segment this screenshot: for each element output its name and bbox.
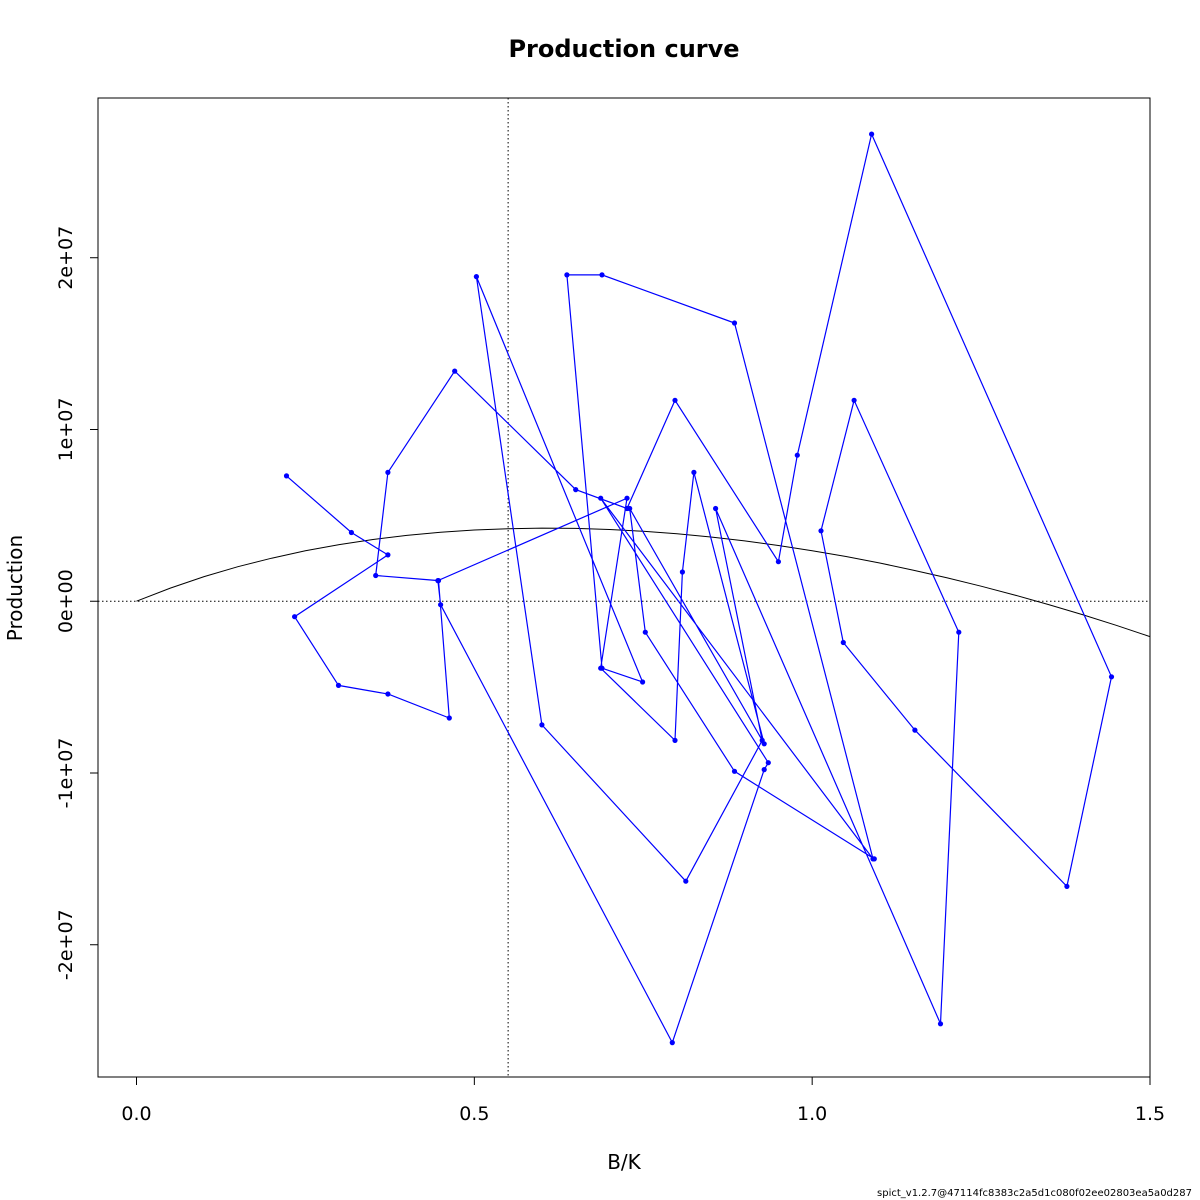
x-tick-label: 0.0 [121,1103,151,1125]
y-tick-label: 1e+07 [55,398,77,462]
y-tick-label: 0e+00 [55,569,77,633]
series-point [672,737,678,744]
series-point [564,272,570,278]
series-point [818,528,824,534]
series-point [683,878,689,884]
series-point [731,320,738,326]
series-point [452,368,458,374]
series-point [598,495,604,501]
series-points [283,131,1115,1046]
series-point [672,397,678,403]
y-axis-label: Production [3,535,27,641]
series-point [627,505,633,512]
series-point [669,1040,675,1046]
series-point [869,131,875,137]
x-tick-label: 1.0 [797,1103,827,1125]
chart-title: Production curve [508,35,739,63]
version-footer: spict_v1.2.7@47114fc8383c2a5d1c080f02ee0… [877,1188,1192,1199]
series-point [385,552,391,558]
series-point [292,614,298,620]
series-point [912,727,918,733]
plot-content [136,131,1150,1046]
y-axis: -2e+07 -1e+07 0e+00 1e+07 2e+07 [55,226,99,980]
y-tick-label: -1e+07 [55,738,77,809]
series-point [761,767,767,773]
series-point [435,578,441,584]
series-point [624,495,630,501]
series-point [1108,674,1115,680]
x-tick-label: 1.5 [1135,1103,1165,1125]
series-point [335,682,342,689]
series-point [473,274,479,280]
series-point [446,715,452,721]
series-point [599,272,605,278]
series-point [373,572,379,579]
series-point [761,741,767,747]
series-point [851,397,857,403]
series-point [937,1021,944,1027]
series-point [640,679,646,685]
series-point [840,639,846,646]
series-point [438,602,444,608]
series-point [713,505,719,512]
series-point [573,487,579,493]
y-tick-label: 2e+07 [55,226,77,290]
series-point [871,856,877,862]
series-point [775,559,782,565]
x-tick-label: 0.5 [459,1103,489,1125]
x-axis: 0.0 0.5 1.0 1.5 [121,1076,1165,1125]
series-point [691,469,697,475]
series-point [385,691,391,697]
series-point [348,529,354,536]
series-point [539,722,545,728]
series-point [731,768,738,774]
series-point [765,760,771,766]
series-point [679,569,686,575]
series-point [794,452,800,458]
series-point [385,469,391,475]
series-point [642,629,648,635]
series-point [283,473,290,479]
series-point [956,629,962,635]
y-tick-label: -2e+07 [55,909,77,980]
series-point [1064,883,1070,890]
series-point [598,665,604,671]
series-line [286,132,1113,1045]
x-axis-label: B/K [607,1150,641,1174]
plot-area-frame [97,97,1151,1078]
